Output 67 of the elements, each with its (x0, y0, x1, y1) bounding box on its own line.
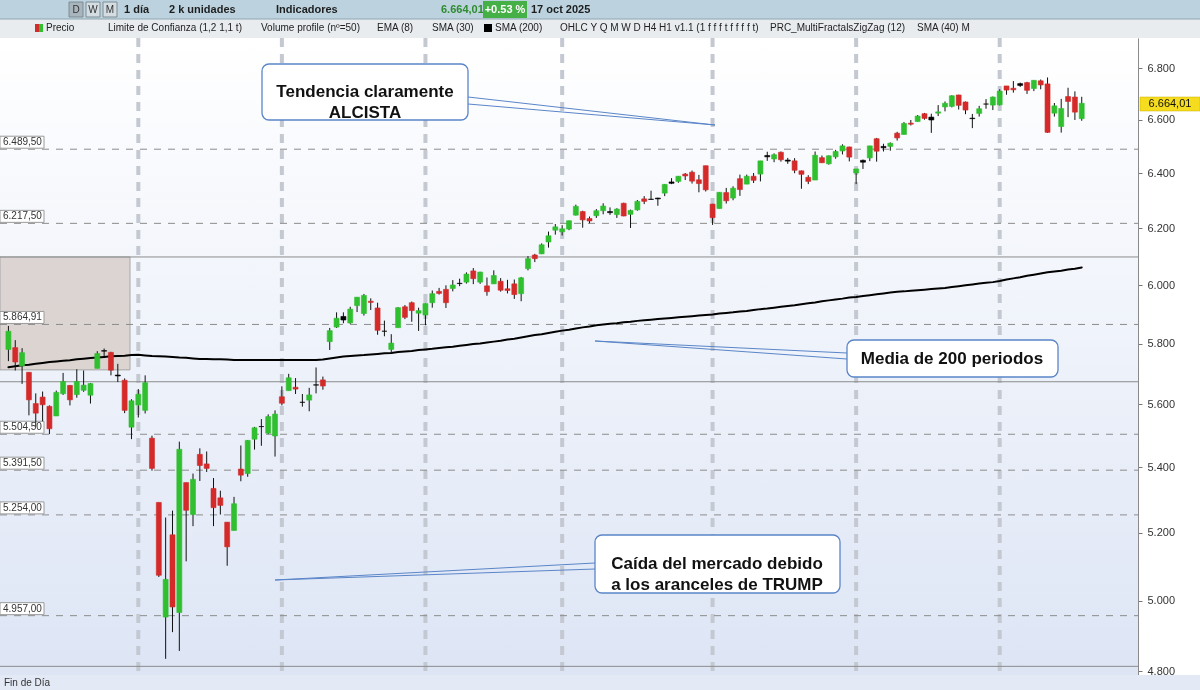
annotation: Tendencia claramente ALCISTA (276, 82, 454, 122)
text: Indicadores (276, 2, 338, 15)
y-tick-label: 6.800 (1147, 61, 1176, 74)
candlestick (46, 404, 53, 435)
text: +0.53 % (484, 2, 526, 15)
candlestick (101, 348, 107, 357)
y-tick-label: 5.800 (1147, 337, 1176, 350)
y-tick-label: 6.600 (1147, 113, 1176, 126)
candlestick (238, 444, 244, 482)
candlestick (5, 325, 12, 362)
text: SMA (40) M (917, 22, 970, 33)
annotation: Caída del mercado debido a los aranceles de TRUMP (611, 554, 823, 594)
candlestick (860, 159, 866, 170)
candlestick (709, 203, 716, 226)
candlestick (395, 306, 401, 329)
y-tick-label: 5.000 (1147, 594, 1176, 607)
y-tick-label: 5.600 (1147, 397, 1176, 410)
ref-line-label: 5.864,91 (3, 311, 43, 323)
candlestick (374, 302, 381, 336)
candlestick (484, 277, 490, 297)
text: W (88, 3, 99, 15)
y-tick-label: 6.000 (1147, 278, 1176, 291)
candlestick (19, 347, 25, 385)
ref-line-label: 5.504,50 (3, 421, 43, 433)
candlestick (326, 327, 333, 351)
ref-line-label: 5.254,00 (3, 501, 43, 513)
candlestick (388, 333, 395, 355)
candlestick (12, 339, 19, 371)
candlestick (983, 98, 989, 110)
candlestick (67, 384, 73, 406)
text: EMA (8) (377, 22, 414, 33)
y-tick-label: 5.200 (1147, 526, 1176, 539)
text: PRC_MultiFractalsZigZag (12) (770, 22, 906, 33)
candlestick (737, 174, 743, 197)
text: M (105, 3, 115, 15)
ref-line-label: 6.489,50 (3, 136, 43, 148)
text: Fin de Día (4, 677, 51, 688)
candlestick (279, 385, 285, 406)
candlestick (313, 366, 319, 394)
text: Volume profile (nº=50) (261, 22, 360, 33)
candlestick (928, 113, 935, 134)
y-tick-label: 4.800 (1147, 664, 1176, 677)
candlestick (518, 276, 524, 302)
text: 1 día (124, 2, 150, 15)
annotation: Media de 200 periodos (860, 348, 1044, 368)
ref-line-label: 5.391,50 (3, 457, 43, 469)
legend-label: SMA (200) (495, 22, 543, 33)
y-tick-label: 6.400 (1147, 166, 1176, 179)
text: 6.664,01 (441, 2, 484, 15)
candlestick (115, 363, 121, 383)
text: 6.664,01 (1148, 97, 1192, 109)
ref-line-label: 6.217,50 (3, 210, 43, 222)
text: OHLC Y Q M W D H4 H1 v1.1 (1 f f f t f f f f t) (560, 22, 759, 33)
text: 2 k unidades (169, 2, 236, 15)
y-tick-label: 6.200 (1147, 221, 1176, 234)
text: 17 oct 2025 (531, 2, 591, 15)
candlestick (757, 160, 764, 182)
text: SMA (30) (432, 22, 474, 33)
candlestick (607, 206, 613, 216)
text: D (72, 3, 80, 15)
ref-line-label: 4.957,00 (3, 602, 43, 614)
candlestick (1078, 96, 1085, 122)
candlestick (853, 168, 859, 185)
y-tick-label: 5.400 (1147, 460, 1176, 473)
candlestick (306, 387, 313, 412)
text: Limite de Confianza (1,2 1,1 t) (108, 22, 242, 33)
legend-label: Precio (46, 22, 75, 33)
